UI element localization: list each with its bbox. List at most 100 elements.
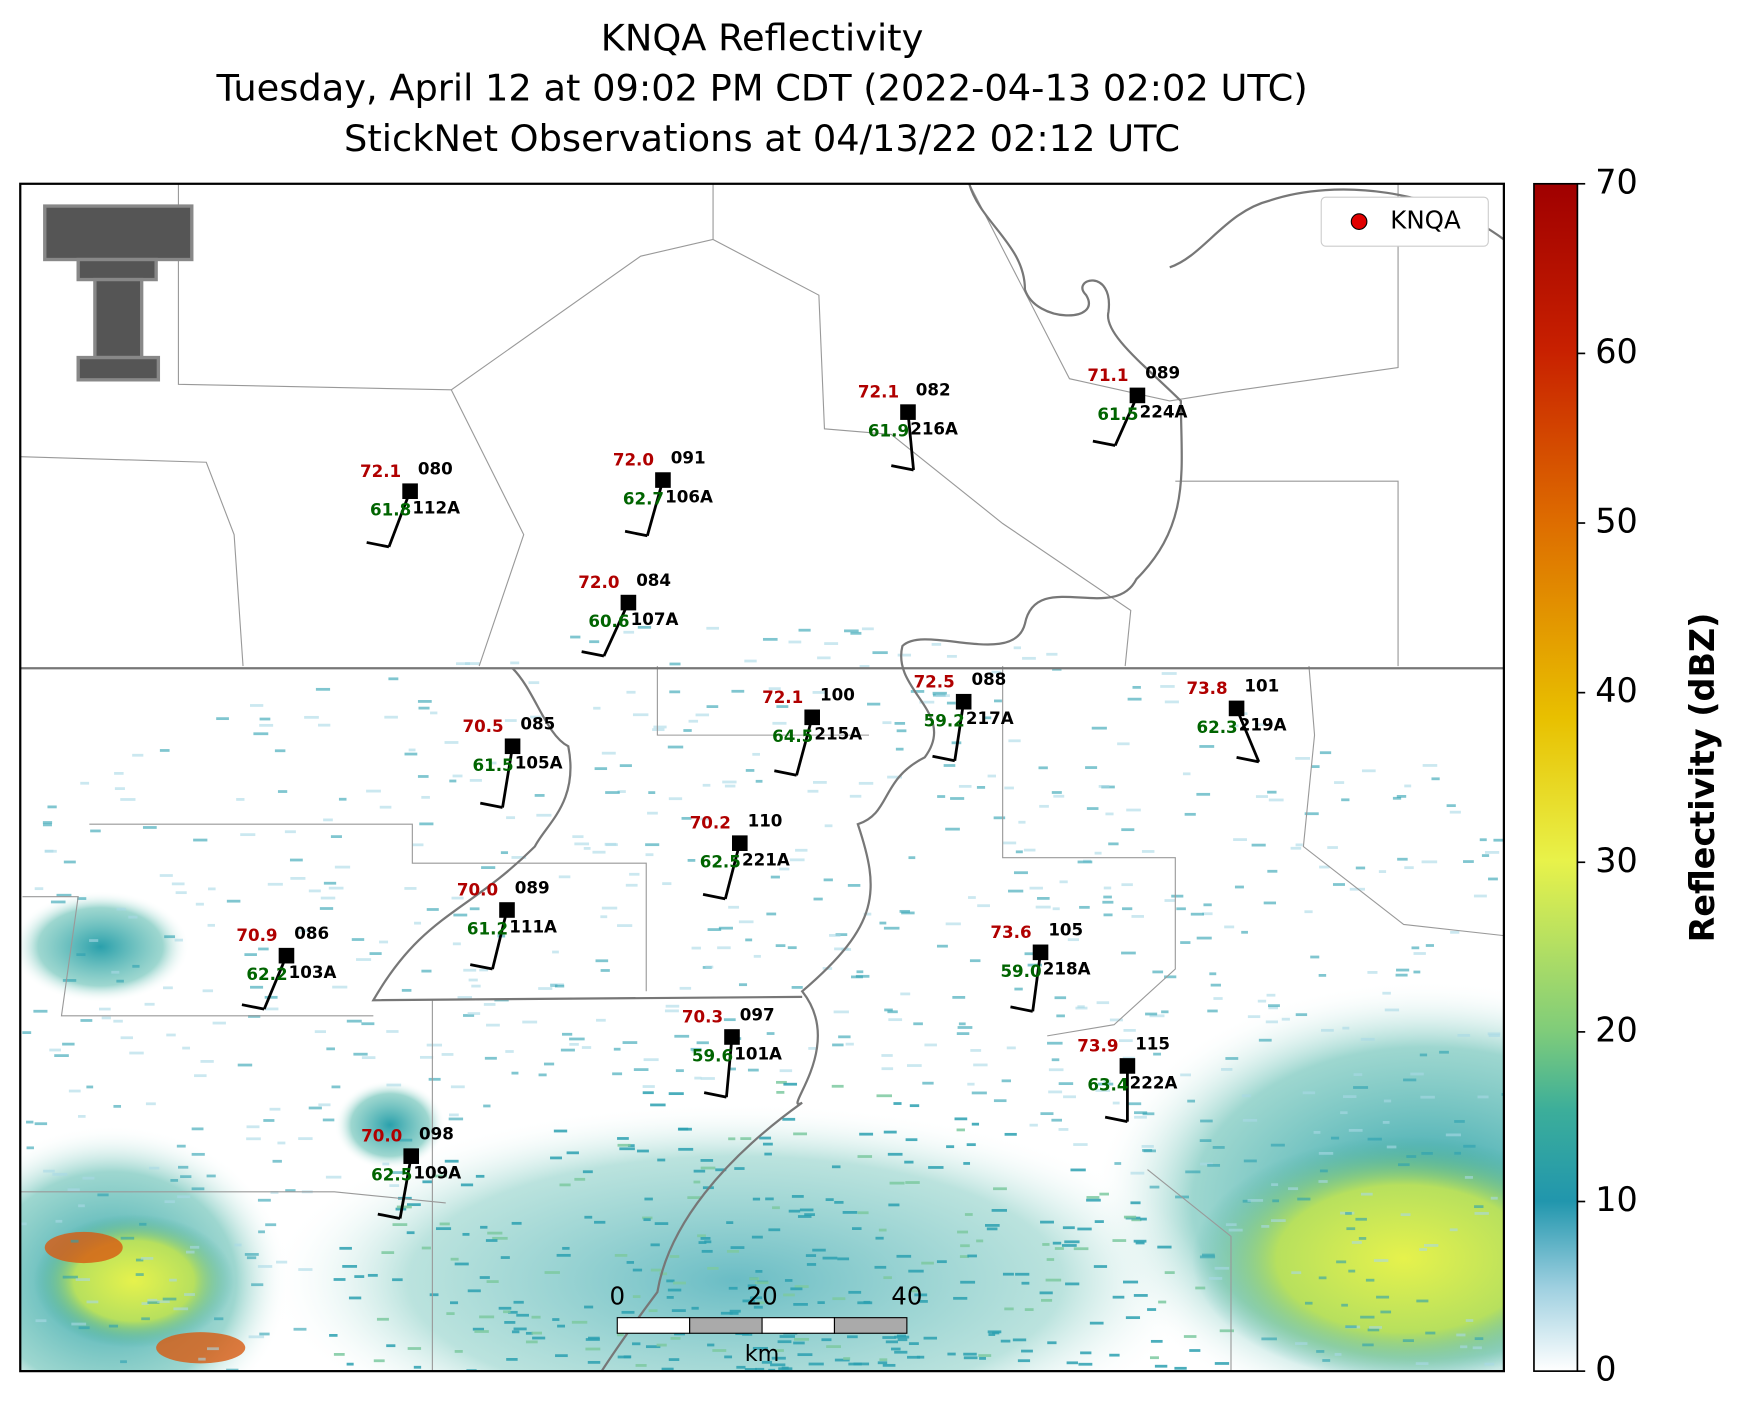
radar-speckle — [1712, 980, 1727, 983]
radar-speckle — [844, 629, 859, 633]
radar-speckle — [326, 1047, 335, 1051]
radar-speckle — [1342, 1095, 1357, 1098]
radar-speckle — [592, 850, 606, 854]
radar-speckle — [0, 869, 8, 872]
radar-speckle — [973, 1063, 988, 1067]
radar-speckle — [504, 719, 517, 722]
radar-speckle — [1099, 1192, 1109, 1196]
radar-speckle — [728, 1286, 738, 1290]
radar-speckle — [1662, 1015, 1674, 1018]
radar-speckle — [1712, 1167, 1723, 1170]
radar-speckle — [1351, 1241, 1362, 1244]
radar-speckle — [177, 1195, 191, 1199]
radar-speckle — [795, 848, 808, 852]
radar-speckle — [1373, 1259, 1389, 1262]
radar-speckle — [1164, 700, 1179, 704]
radar-speckle — [1295, 757, 1310, 760]
radar-speckle — [957, 1230, 969, 1234]
radar-speckle — [946, 654, 957, 658]
station: 72.5 088 59.2 217A — [914, 669, 1014, 763]
radar-speckle — [142, 826, 157, 829]
radar-speckle — [1123, 1215, 1137, 1219]
radar-speckle — [1263, 901, 1277, 905]
radar-speckle — [969, 959, 981, 963]
radar-speckle — [1460, 1345, 1468, 1349]
radar-speckle — [329, 1333, 338, 1337]
radar-speckle — [950, 797, 965, 800]
radar-speckle — [665, 1004, 680, 1008]
radar-speckle — [1415, 1362, 1429, 1365]
radar-speckle — [1332, 883, 1345, 886]
radar-speckle — [1209, 972, 1217, 976]
radar-speckle — [552, 950, 559, 954]
radar-speckle — [457, 996, 473, 999]
radar-speckle — [120, 798, 136, 801]
radar-speckle — [1396, 795, 1407, 798]
radar-speckle — [20, 1222, 27, 1226]
radar-speckle — [798, 628, 811, 632]
radar-speckle — [1075, 1006, 1088, 1010]
radar-speckle — [178, 1165, 189, 1169]
radar-speckle — [896, 729, 907, 733]
radar-speckle — [1063, 1095, 1076, 1099]
radar-speckle — [276, 1260, 288, 1264]
station-id: 217A — [966, 708, 1014, 728]
radar-speckle — [636, 1149, 649, 1153]
radar-speckle — [905, 1181, 920, 1184]
wind-staff — [491, 909, 509, 970]
radar-speckle — [1267, 790, 1277, 794]
radar-speckle — [1133, 1239, 1147, 1243]
radar-speckle — [1045, 1278, 1062, 1282]
radar-speckle — [1058, 1128, 1069, 1131]
radar-speckle — [446, 1312, 455, 1315]
radar-speckle — [290, 876, 306, 880]
radar-speckle — [361, 1022, 375, 1026]
radar-speckle — [1098, 784, 1110, 788]
radar-speckle — [583, 847, 591, 850]
radar-speckle — [1355, 866, 1366, 870]
radar-speckle — [293, 1327, 307, 1331]
radar-speckle — [1684, 954, 1693, 957]
radar-speckle — [812, 691, 828, 694]
radar-speckle — [1295, 843, 1303, 847]
radar-speckle — [139, 1222, 147, 1226]
radar-speckle — [1266, 993, 1276, 997]
radar-speckle — [531, 1331, 543, 1335]
radar-speckle — [511, 856, 527, 859]
radar-speckle — [406, 1231, 415, 1235]
radar-speckle — [823, 878, 833, 882]
radar-speckle — [617, 790, 626, 793]
radar-speckle — [845, 1042, 854, 1046]
pressure: 089 — [515, 877, 550, 897]
radar-speckle — [0, 826, 10, 829]
radar-speckle — [534, 794, 545, 797]
radar-speckle — [772, 1206, 780, 1210]
radar-speckle — [740, 1137, 752, 1141]
radar-speckle — [510, 661, 520, 665]
radar-speckle — [441, 1053, 454, 1056]
radar-speckle — [1666, 932, 1674, 935]
radar-speckle — [67, 1188, 80, 1192]
radar-speckle — [1360, 1192, 1373, 1196]
radar-speckle — [1302, 1091, 1316, 1095]
radar-speckle — [331, 1085, 341, 1089]
radar-speckle — [832, 1043, 844, 1047]
radar-speckle — [186, 1250, 195, 1254]
radar-speckle — [804, 1213, 815, 1216]
radar-speckle — [621, 1310, 635, 1314]
radar-speckle — [1073, 1143, 1088, 1146]
radar-speckle — [0, 1370, 2, 1373]
colorbar-tick-label: 50 — [1595, 502, 1638, 541]
radar-speckle — [1176, 907, 1186, 911]
radar-speckle — [642, 1091, 654, 1095]
radar-speckle — [875, 1236, 884, 1240]
temperature: 72.0 — [613, 450, 654, 470]
radar-speckle — [1013, 871, 1028, 875]
radar-speckle — [755, 1269, 763, 1273]
radar-speckle — [1039, 804, 1049, 808]
radar-speckle — [632, 1268, 643, 1272]
radar-speckle — [1130, 1171, 1145, 1175]
radar-speckle — [1416, 1299, 1429, 1303]
radar-speckle — [348, 1296, 362, 1300]
dewpoint: 64.5 — [772, 726, 813, 746]
